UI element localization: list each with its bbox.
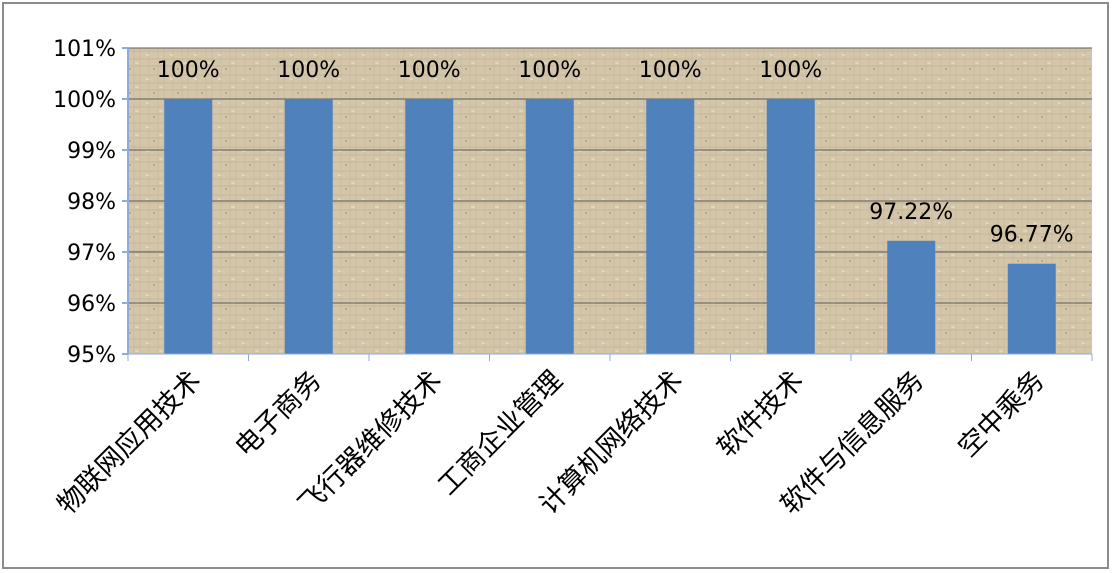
y-tick-label: 96% (67, 292, 116, 317)
y-tick-label: 99% (67, 139, 116, 164)
bar (525, 99, 574, 354)
data-label: 100% (277, 58, 340, 83)
y-tick-label: 98% (67, 190, 116, 215)
y-tick-label: 100% (53, 88, 116, 113)
data-label: 100% (759, 58, 822, 83)
data-label: 96.77% (990, 223, 1074, 248)
bar (1007, 263, 1056, 354)
bar (887, 240, 936, 354)
data-label: 97.22% (869, 200, 953, 225)
bar (646, 99, 695, 354)
data-label: 100% (518, 58, 581, 83)
y-tick-label: 97% (67, 241, 116, 266)
category-label: 工商企业管理 (432, 365, 568, 501)
data-labels: 100% 100% 100% 100% 100% 100% 97.22% 96.77% (157, 58, 1074, 248)
data-label: 100% (157, 58, 220, 83)
category-label: 空中乘务 (952, 365, 1050, 463)
category-label: 物联网应用技术 (52, 365, 208, 521)
bar (405, 99, 454, 354)
y-tick-label: 101% (53, 37, 116, 62)
bar (766, 99, 815, 354)
data-label: 100% (398, 58, 461, 83)
y-axis-ticks: 101% 100% 99% 98% 97% 96% 95% (53, 37, 128, 368)
y-tick-label: 95% (67, 343, 116, 368)
category-label: 软件技术 (711, 365, 809, 463)
data-label: 100% (639, 58, 702, 83)
bars (164, 99, 1056, 354)
category-label: 电子商务 (229, 365, 327, 463)
bar (284, 99, 333, 354)
bar (164, 99, 213, 354)
